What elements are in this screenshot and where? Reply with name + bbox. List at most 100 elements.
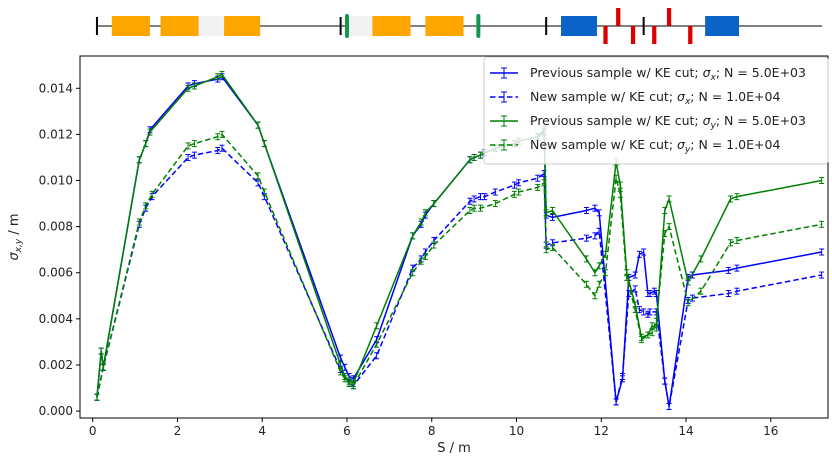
x-tick-label: 0: [89, 424, 97, 438]
drift-element: [349, 16, 373, 36]
y-axis-label-subscript: x,y: [14, 238, 24, 253]
x-tick-label: 8: [428, 424, 436, 438]
data-point: [734, 287, 740, 295]
data-point: [541, 179, 547, 187]
steerer-element: [688, 26, 693, 44]
steerer-element: [630, 26, 636, 44]
data-point: [147, 128, 153, 136]
data-point: [698, 287, 704, 295]
data-point: [350, 382, 356, 390]
y-tick-label: 0.010: [39, 174, 73, 188]
x-axis-ticks: 0 2 4 6 8 10 12 14 16: [89, 418, 778, 438]
data-point: [342, 375, 348, 383]
data-point: [613, 174, 619, 182]
data-point: [662, 230, 668, 238]
drift-element: [198, 16, 225, 36]
data-point: [645, 331, 651, 339]
y-axis-label-unit: / m: [7, 213, 22, 238]
data-point: [666, 195, 672, 203]
data-point: [100, 363, 106, 371]
data-point: [422, 253, 428, 261]
data-point: [467, 197, 473, 205]
data-point: [596, 262, 602, 270]
data-point: [346, 379, 352, 387]
data-point: [418, 218, 424, 226]
data-point: [636, 306, 642, 314]
data-point: [374, 352, 380, 360]
steerer-element: [616, 8, 621, 26]
data-point: [477, 151, 483, 159]
data-point: [471, 204, 477, 212]
data-point: [467, 156, 473, 164]
data-point: [632, 271, 638, 279]
data-point: [819, 271, 825, 279]
y-tick-label: 0.000: [39, 404, 73, 418]
data-point: [583, 280, 589, 288]
data-point: [596, 209, 602, 217]
quadrupole-element: [425, 16, 464, 36]
dipole-element: [705, 16, 740, 36]
data-point: [215, 133, 221, 141]
data-point: [136, 218, 142, 226]
y-axis-label-symbol: σ: [7, 252, 22, 261]
corrector-element: [476, 14, 481, 38]
data-point: [516, 179, 522, 187]
series-2: [94, 144, 825, 410]
data-point: [583, 206, 589, 214]
data-point: [191, 140, 197, 148]
data-point: [617, 181, 623, 189]
data-point: [636, 250, 642, 258]
plot-frame: [79, 55, 829, 419]
y-tick-label: 0.006: [39, 266, 73, 280]
data-point: [624, 273, 630, 281]
x-tick-label: 10: [509, 424, 524, 438]
legend: Previous sample w/ KE cut; σx; N = 5.0E+…: [483, 56, 829, 165]
data-point: [255, 121, 261, 129]
data-point: [418, 257, 424, 265]
y-axis-label: σx,y / m: [7, 213, 24, 260]
data-point: [467, 206, 473, 214]
data-point: [410, 232, 416, 240]
data-point: [477, 193, 483, 201]
data-point: [511, 190, 517, 198]
data-point: [653, 317, 659, 325]
data-point: [583, 255, 589, 263]
data-point: [516, 188, 522, 196]
data-point: [698, 255, 704, 263]
data-point: [191, 82, 197, 90]
data-point: [725, 266, 731, 274]
data-point: [149, 190, 155, 198]
data-point: [261, 188, 267, 196]
legend-box: [483, 56, 829, 165]
quadrupole-element: [224, 16, 261, 36]
data-point: [143, 202, 149, 210]
data-point: [666, 402, 672, 410]
data-point: [136, 156, 142, 164]
series-4: [94, 130, 825, 401]
data-point: [685, 299, 691, 307]
data-point: [592, 204, 598, 212]
data-point: [592, 232, 598, 240]
data-point: [819, 220, 825, 228]
data-point: [191, 151, 197, 159]
data-point: [632, 306, 638, 314]
data-point: [583, 234, 589, 242]
data-point: [649, 329, 655, 337]
x-tick-label: 14: [678, 424, 693, 438]
data-point: [255, 172, 261, 180]
y-tick-label: 0.008: [39, 220, 73, 234]
data-point: [477, 204, 483, 212]
steerer-element: [666, 8, 672, 26]
data-point: [550, 206, 556, 214]
y-axis-ticks: 0.000 0.002 0.004 0.006 0.008 0.010 0.012 0.014: [39, 81, 80, 418]
data-point: [185, 84, 191, 92]
x-tick-label: 6: [343, 424, 351, 438]
data-point: [592, 292, 598, 300]
steerer-element: [652, 26, 657, 44]
data-point: [492, 188, 498, 196]
data-point: [725, 289, 731, 297]
data-point: [185, 142, 191, 150]
x-tick-label: 4: [258, 424, 266, 438]
data-point: [734, 193, 740, 201]
data-point: [728, 195, 734, 203]
